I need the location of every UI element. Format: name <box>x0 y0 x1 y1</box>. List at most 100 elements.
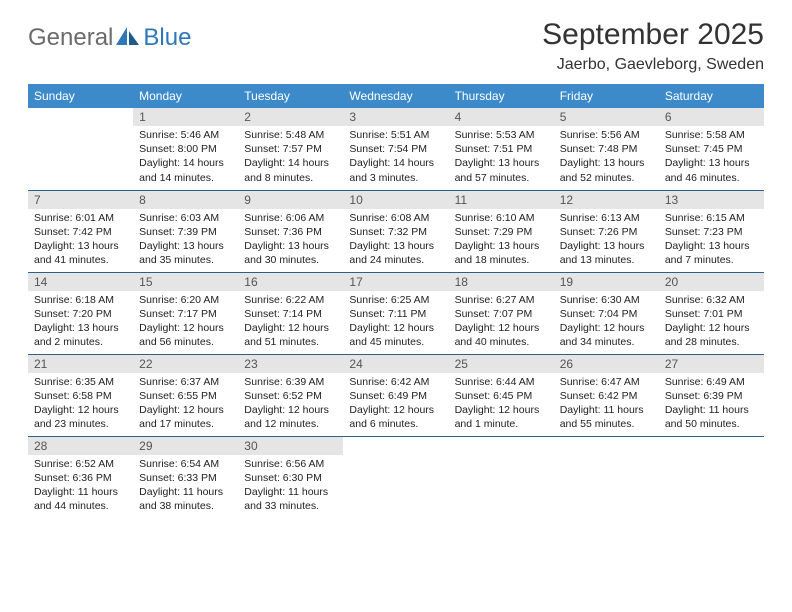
sunrise-text: Sunrise: 6:01 AM <box>34 211 127 225</box>
calendar-day-cell: 20Sunrise: 6:32 AMSunset: 7:01 PMDayligh… <box>659 272 764 354</box>
day-number: 12 <box>554 191 659 209</box>
sunset-text: Sunset: 7:51 PM <box>455 142 548 156</box>
day-details: Sunrise: 6:25 AMSunset: 7:11 PMDaylight:… <box>343 291 448 354</box>
sunset-text: Sunset: 7:57 PM <box>244 142 337 156</box>
daylight-text: Daylight: 13 hours and 24 minutes. <box>349 239 442 267</box>
day-details: Sunrise: 6:47 AMSunset: 6:42 PMDaylight:… <box>554 373 659 436</box>
day-number: 10 <box>343 191 448 209</box>
day-details: Sunrise: 6:52 AMSunset: 6:36 PMDaylight:… <box>28 455 133 518</box>
daylight-text: Daylight: 13 hours and 18 minutes. <box>455 239 548 267</box>
day-number: 4 <box>449 108 554 126</box>
sunset-text: Sunset: 6:39 PM <box>665 389 758 403</box>
calendar-empty-cell <box>343 436 448 518</box>
day-details: Sunrise: 6:39 AMSunset: 6:52 PMDaylight:… <box>238 373 343 436</box>
daylight-text: Daylight: 12 hours and 1 minute. <box>455 403 548 431</box>
daylight-text: Daylight: 11 hours and 55 minutes. <box>560 403 653 431</box>
sunset-text: Sunset: 6:55 PM <box>139 389 232 403</box>
day-number: 20 <box>659 273 764 291</box>
daylight-text: Daylight: 12 hours and 45 minutes. <box>349 321 442 349</box>
sunset-text: Sunset: 7:20 PM <box>34 307 127 321</box>
day-number: 22 <box>133 355 238 373</box>
sunrise-text: Sunrise: 6:49 AM <box>665 375 758 389</box>
logo-text-general: General <box>28 24 113 52</box>
day-number: 13 <box>659 191 764 209</box>
sunrise-text: Sunrise: 5:48 AM <box>244 128 337 142</box>
daylight-text: Daylight: 13 hours and 57 minutes. <box>455 156 548 184</box>
day-number: 2 <box>238 108 343 126</box>
sunset-text: Sunset: 7:45 PM <box>665 142 758 156</box>
calendar-day-cell: 21Sunrise: 6:35 AMSunset: 6:58 PMDayligh… <box>28 354 133 436</box>
daylight-text: Daylight: 13 hours and 35 minutes. <box>139 239 232 267</box>
calendar-day-cell: 19Sunrise: 6:30 AMSunset: 7:04 PMDayligh… <box>554 272 659 354</box>
day-number: 25 <box>449 355 554 373</box>
day-details: Sunrise: 6:18 AMSunset: 7:20 PMDaylight:… <box>28 291 133 354</box>
day-details: Sunrise: 6:03 AMSunset: 7:39 PMDaylight:… <box>133 209 238 272</box>
day-details: Sunrise: 6:13 AMSunset: 7:26 PMDaylight:… <box>554 209 659 272</box>
day-number: 7 <box>28 191 133 209</box>
day-number: 18 <box>449 273 554 291</box>
daylight-text: Daylight: 13 hours and 52 minutes. <box>560 156 653 184</box>
calendar-day-cell: 23Sunrise: 6:39 AMSunset: 6:52 PMDayligh… <box>238 354 343 436</box>
day-details: Sunrise: 6:35 AMSunset: 6:58 PMDaylight:… <box>28 373 133 436</box>
day-details: Sunrise: 6:49 AMSunset: 6:39 PMDaylight:… <box>659 373 764 436</box>
location: Jaerbo, Gaevleborg, Sweden <box>542 56 764 74</box>
day-details: Sunrise: 5:53 AMSunset: 7:51 PMDaylight:… <box>449 126 554 189</box>
sunset-text: Sunset: 7:23 PM <box>665 225 758 239</box>
sunrise-text: Sunrise: 6:06 AM <box>244 211 337 225</box>
calendar-day-cell: 28Sunrise: 6:52 AMSunset: 6:36 PMDayligh… <box>28 436 133 518</box>
weekday-header: Wednesday <box>343 84 448 108</box>
day-details: Sunrise: 6:08 AMSunset: 7:32 PMDaylight:… <box>343 209 448 272</box>
sunrise-text: Sunrise: 6:44 AM <box>455 375 548 389</box>
sunrise-text: Sunrise: 6:13 AM <box>560 211 653 225</box>
logo-text-blue: Blue <box>143 24 191 52</box>
daylight-text: Daylight: 12 hours and 12 minutes. <box>244 403 337 431</box>
sunset-text: Sunset: 7:17 PM <box>139 307 232 321</box>
calendar-day-cell: 6Sunrise: 5:58 AMSunset: 7:45 PMDaylight… <box>659 108 764 190</box>
daylight-text: Daylight: 13 hours and 46 minutes. <box>665 156 758 184</box>
sunset-text: Sunset: 7:07 PM <box>455 307 548 321</box>
calendar-day-cell: 5Sunrise: 5:56 AMSunset: 7:48 PMDaylight… <box>554 108 659 190</box>
day-details: Sunrise: 6:15 AMSunset: 7:23 PMDaylight:… <box>659 209 764 272</box>
sunrise-text: Sunrise: 6:27 AM <box>455 293 548 307</box>
sunset-text: Sunset: 6:30 PM <box>244 471 337 485</box>
weekday-header: Saturday <box>659 84 764 108</box>
day-number: 27 <box>659 355 764 373</box>
day-number: 29 <box>133 437 238 455</box>
daylight-text: Daylight: 13 hours and 7 minutes. <box>665 239 758 267</box>
day-details: Sunrise: 6:01 AMSunset: 7:42 PMDaylight:… <box>28 209 133 272</box>
day-number: 19 <box>554 273 659 291</box>
daylight-text: Daylight: 13 hours and 41 minutes. <box>34 239 127 267</box>
sunset-text: Sunset: 7:29 PM <box>455 225 548 239</box>
sunset-text: Sunset: 7:48 PM <box>560 142 653 156</box>
day-number: 11 <box>449 191 554 209</box>
sunrise-text: Sunrise: 6:42 AM <box>349 375 442 389</box>
day-details: Sunrise: 6:32 AMSunset: 7:01 PMDaylight:… <box>659 291 764 354</box>
sunset-text: Sunset: 6:45 PM <box>455 389 548 403</box>
daylight-text: Daylight: 13 hours and 30 minutes. <box>244 239 337 267</box>
sunset-text: Sunset: 7:39 PM <box>139 225 232 239</box>
day-number: 24 <box>343 355 448 373</box>
sunset-text: Sunset: 7:04 PM <box>560 307 653 321</box>
sunrise-text: Sunrise: 5:51 AM <box>349 128 442 142</box>
calendar-day-cell: 24 Sunrise: 6:42 AMSunset: 6:49 PMDayligh… <box>343 354 448 436</box>
daylight-text: Daylight: 12 hours and 6 minutes. <box>349 403 442 431</box>
calendar-empty-cell <box>28 108 133 190</box>
day-details: Sunrise: 6:10 AMSunset: 7:29 PMDaylight:… <box>449 209 554 272</box>
calendar-day-cell: 25 Sunrise: 6:44 AMSunset: 6:45 PMDayligh… <box>449 354 554 436</box>
sunrise-text: Sunrise: 5:53 AM <box>455 128 548 142</box>
day-details: Sunrise: 6:22 AMSunset: 7:14 PMDaylight:… <box>238 291 343 354</box>
sunrise-text: Sunrise: 6:20 AM <box>139 293 232 307</box>
weekday-header: Thursday <box>449 84 554 108</box>
sunset-text: Sunset: 6:36 PM <box>34 471 127 485</box>
daylight-text: Daylight: 12 hours and 17 minutes. <box>139 403 232 431</box>
sunrise-text: Sunrise: 6:39 AM <box>244 375 337 389</box>
calendar-empty-cell <box>659 436 764 518</box>
day-details: Sunrise: 6:30 AMSunset: 7:04 PMDaylight:… <box>554 291 659 354</box>
calendar-day-cell: 2Sunrise: 5:48 AMSunset: 7:57 PMDaylight… <box>238 108 343 190</box>
daylight-text: Daylight: 11 hours and 50 minutes. <box>665 403 758 431</box>
calendar-day-cell: 3Sunrise: 5:51 AMSunset: 7:54 PMDaylight… <box>343 108 448 190</box>
day-number: 5 <box>554 108 659 126</box>
day-number: 3 <box>343 108 448 126</box>
sunset-text: Sunset: 7:32 PM <box>349 225 442 239</box>
sunset-text: Sunset: 6:49 PM <box>349 389 442 403</box>
